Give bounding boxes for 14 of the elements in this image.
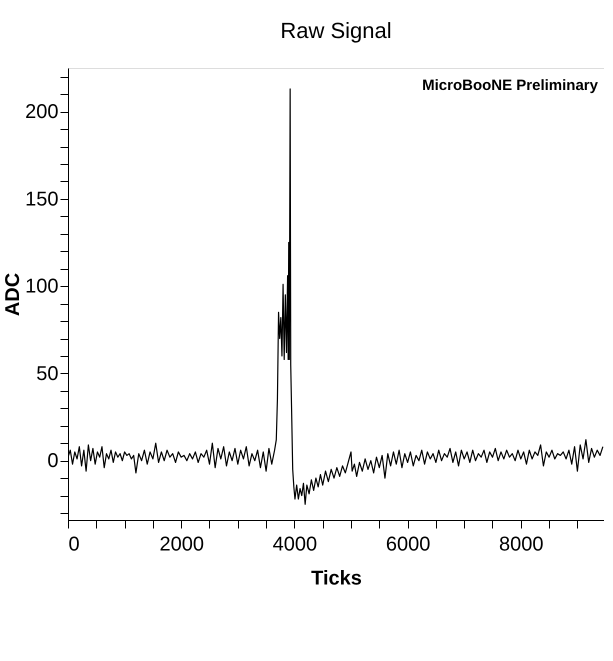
x-tick-label: 6000 [386,534,430,556]
chart-title: Raw Signal [280,18,392,43]
x-axis-title: Ticks [311,568,362,590]
y-tick-label: 150 [25,188,58,210]
x-tick-label: 8000 [499,534,544,556]
annotation: MicroBooNE Preliminary [422,77,599,94]
y-tick-label: 200 [25,101,58,124]
y-tick-label: 0 [47,450,58,472]
x-tick-label: 2000 [159,534,204,556]
x-tick-label: 0 [68,534,80,556]
x-tick-label: 4000 [272,534,318,556]
y-tick-label: 100 [25,276,58,298]
y-tick-label: 50 [36,362,58,385]
y-axis-title: ADC [2,272,24,316]
